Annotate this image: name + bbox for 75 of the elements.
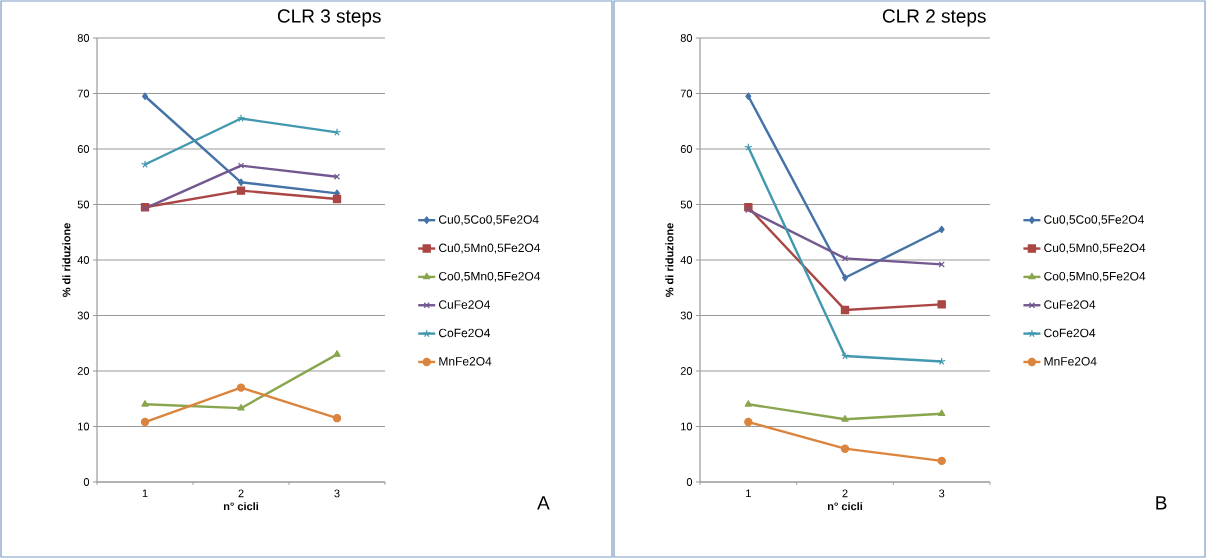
legend-label: Cu0,5Mn0,5Fe2O4 <box>1044 243 1146 254</box>
point <box>841 255 849 262</box>
point <box>332 413 342 423</box>
x-axis-title: n° cicli <box>223 502 259 511</box>
legend-label: CoFe2O4 <box>1044 328 1096 338</box>
point <box>140 160 150 169</box>
y-tick-label: 80 <box>680 34 693 42</box>
y-axis-title: % di riduzione <box>62 223 71 297</box>
point <box>238 178 245 187</box>
y-tick-label: 70 <box>77 89 90 98</box>
legend-label: CuFe2O4 <box>439 300 491 309</box>
point <box>141 400 149 407</box>
y-tick-label: 40 <box>680 256 693 264</box>
y-tick-label: 20 <box>77 367 90 375</box>
point <box>937 456 946 466</box>
point <box>938 261 945 268</box>
x-axis-title: n° cicli <box>827 502 863 511</box>
text: B <box>1156 496 1167 510</box>
y-tick-label: 50 <box>77 200 90 209</box>
chart-title: CLR 3 steps <box>277 9 381 27</box>
point <box>237 162 245 169</box>
legend-label: Co0,5Mn0,5Fe2O4 <box>439 271 541 282</box>
legend-label: MnFe2O4 <box>1044 357 1097 366</box>
y-tick-label: 50 <box>680 200 693 209</box>
point <box>332 194 342 204</box>
point <box>840 305 850 315</box>
y-axis-title: % di riduzione <box>665 223 674 297</box>
point <box>332 128 342 136</box>
point <box>236 186 246 195</box>
legend-label: CuFe2O4 <box>1044 300 1096 309</box>
x-tick-label: 2 <box>238 489 244 498</box>
point <box>744 400 753 407</box>
legend-label: Cu0,5Mn0,5Fe2O4 <box>439 243 541 254</box>
y-tick-label: 0 <box>686 478 693 486</box>
y-tick-label: 60 <box>680 145 693 153</box>
point <box>236 114 246 122</box>
y-tick-label: 40 <box>77 256 90 264</box>
point <box>236 383 246 392</box>
y-tick-label: 30 <box>77 311 90 320</box>
y-tick-label: 80 <box>77 34 90 42</box>
y-tick-label: 10 <box>78 422 90 431</box>
point <box>140 417 150 427</box>
legend-label: CoFe2O4 <box>439 328 491 338</box>
y-tick-label: 60 <box>77 145 90 153</box>
point <box>745 92 752 101</box>
point <box>937 300 946 309</box>
x-tick-label: 2 <box>842 489 848 498</box>
point <box>744 417 753 427</box>
x-tick-label: 1 <box>746 489 751 498</box>
point <box>937 357 946 366</box>
y-tick-label: 70 <box>680 89 693 98</box>
point <box>333 350 341 357</box>
point <box>842 273 849 282</box>
point <box>142 92 149 101</box>
x-tick-label: 3 <box>939 489 945 498</box>
y-tick-label: 20 <box>680 367 693 375</box>
x-tick-label: 1 <box>142 489 148 498</box>
text: A <box>537 496 550 510</box>
legend-label: Co0,5Mn0,5Fe2O4 <box>1044 271 1146 282</box>
legend-label: Cu0,5Co0,5Fe2O4 <box>439 215 539 226</box>
x-tick-label: 3 <box>334 489 340 498</box>
point <box>333 173 341 180</box>
point <box>938 225 945 234</box>
point <box>840 444 850 453</box>
legend-label: Cu0,5Co0,5Fe2O4 <box>1044 215 1144 226</box>
point <box>237 403 245 411</box>
point <box>840 351 850 360</box>
point <box>841 415 849 422</box>
point <box>744 143 753 151</box>
point <box>937 409 946 417</box>
legend-label: MnFe2O4 <box>439 357 492 366</box>
y-tick-label: 0 <box>83 478 90 486</box>
y-tick-label: 10 <box>681 422 693 431</box>
y-tick-label: 30 <box>680 311 693 320</box>
chart-title: CLR 2 steps <box>882 9 986 27</box>
